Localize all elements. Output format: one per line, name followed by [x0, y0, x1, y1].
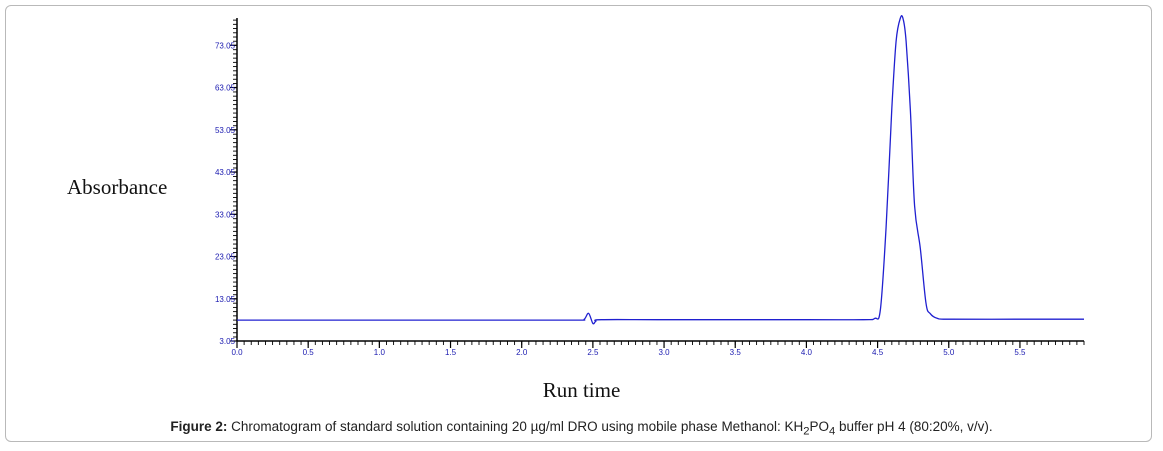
y-tick-label: 3.05 [219, 337, 235, 346]
x-tick-label: 4.0 [801, 348, 813, 357]
y-tick-label: 23.05 [215, 253, 236, 262]
x-tick-label: 2.5 [587, 348, 599, 357]
x-tick-label: 0.5 [303, 348, 315, 357]
y-axis-label: Absorbance [67, 175, 168, 199]
y-tick-label: 33.05 [215, 210, 236, 219]
caption-text-after: buffer pH 4 (80:20%, v/v). [835, 419, 993, 434]
x-tick-label: 1.5 [445, 348, 457, 357]
x-tick-label: 5.5 [1014, 348, 1026, 357]
y-tick-label: 63.05 [215, 84, 236, 93]
figure-caption: Figure 2: Chromatogram of standard solut… [0, 419, 1163, 438]
caption-subscript-2: 4 [829, 425, 836, 438]
chromatogram-trace [237, 15, 1084, 325]
y-tick-label: 73.05 [215, 41, 236, 50]
caption-subscript-1: 2 [803, 425, 810, 438]
x-axis-label: Run time [542, 378, 621, 402]
x-tick-label: 4.5 [872, 348, 884, 357]
y-tick-label: 13.05 [215, 295, 236, 304]
caption-text-before: Chromatogram of standard solution contai… [231, 419, 804, 434]
x-tick-label: 0.0 [231, 348, 243, 357]
y-tick-label: 43.05 [215, 168, 236, 177]
x-tick-label: 2.0 [516, 348, 528, 357]
x-tick-label: 1.0 [374, 348, 386, 357]
y-tick-label: 53.05 [215, 126, 236, 135]
x-tick-label: 3.0 [658, 348, 670, 357]
x-tick-label: 3.5 [730, 348, 742, 357]
chart-axes [236, 18, 1084, 342]
chart-tick-labels: 3.05 13.05 23.05 33.05 43.05 53.05 63.05 73.05 0… [215, 41, 1026, 357]
chart-ticks [230, 19, 1085, 348]
caption-text-mid: PO [809, 419, 830, 434]
x-tick-label: 5.0 [943, 348, 955, 357]
caption-label: Figure 2: [170, 419, 228, 434]
figure-frame [5, 5, 1152, 442]
